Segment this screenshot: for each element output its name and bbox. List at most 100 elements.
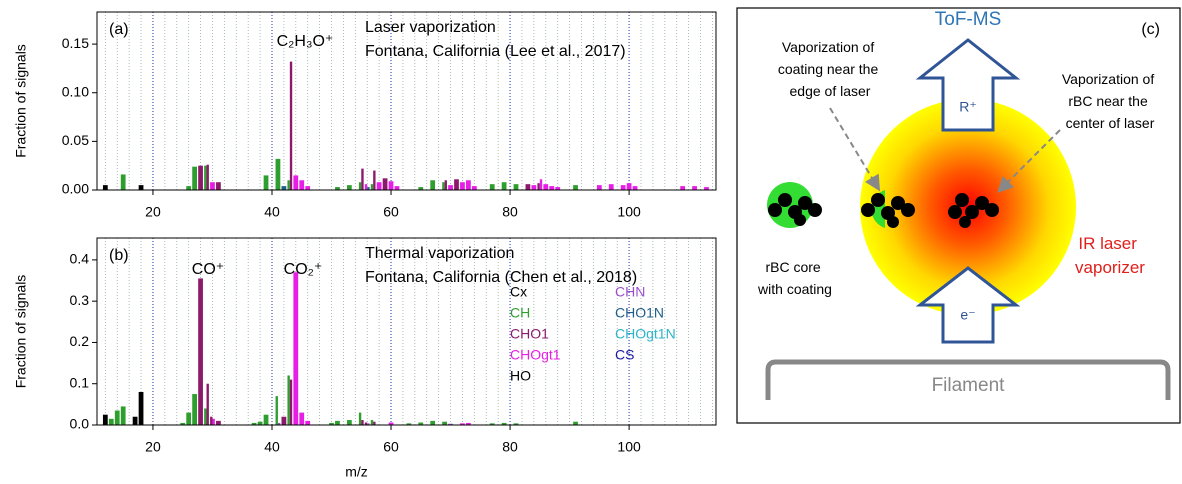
bar [204, 165, 207, 190]
x-tick-label: 40 [264, 439, 280, 455]
bar [335, 420, 340, 425]
chart-subtitle: Fontana, California (Lee et al., 2017) [365, 43, 626, 60]
bar [358, 412, 362, 425]
x-tick-label: 20 [145, 439, 161, 455]
annotation: C₂H₃O⁺ [277, 33, 334, 50]
y-tick-label: 0.05 [62, 132, 89, 148]
bar [367, 423, 370, 425]
bar [346, 420, 352, 425]
bar [364, 422, 368, 425]
panel-label: (a) [109, 21, 129, 38]
electron-label: e⁻ [960, 307, 975, 323]
bar [448, 423, 453, 425]
ion-label: R⁺ [959, 99, 977, 115]
legend-entry: HO [510, 368, 531, 384]
bar [555, 187, 561, 190]
bar [299, 180, 305, 190]
x-tick-label: 60 [383, 439, 399, 455]
y-axis-label: Fraction of signals [13, 44, 29, 158]
bar [138, 391, 144, 425]
bar [114, 410, 120, 425]
bar [460, 182, 465, 190]
bar [275, 158, 281, 190]
bar [680, 186, 686, 190]
bar [275, 396, 278, 425]
bar [198, 278, 203, 425]
bar [388, 422, 394, 425]
bar [489, 423, 495, 425]
bar [102, 185, 108, 190]
bar [442, 182, 445, 190]
y-tick-label: 0.4 [70, 251, 90, 267]
y-tick-label: 0.10 [62, 83, 89, 99]
panel-label: (b) [109, 247, 129, 264]
chart-subtitle: Fontana, California (Chen et al., 2018) [365, 269, 637, 286]
diagram-frame [736, 7, 1181, 424]
x-tick-label: 100 [617, 439, 641, 455]
x-tick-label: 20 [145, 204, 161, 220]
bar [293, 272, 299, 425]
bar [206, 383, 209, 425]
diagram: (c) ToF-MS R⁺ e⁻ Vaporization of coating… [736, 7, 1181, 424]
bar [192, 166, 197, 190]
bar [216, 420, 221, 425]
bar [210, 416, 213, 425]
electron-arrow [915, 266, 1021, 344]
y-tick-label: 0.15 [62, 35, 89, 51]
bar [289, 379, 293, 425]
bar [388, 181, 394, 190]
bar [373, 170, 376, 190]
legend-entry: CHOgt1 [510, 347, 561, 363]
bar [430, 180, 436, 190]
bar [513, 184, 519, 190]
x-tick-label: 80 [502, 204, 518, 220]
bar [460, 423, 465, 425]
detector-arrow [915, 38, 1021, 132]
charts: 20 40 60 80 100 0.00 0.05 0.10 0.15 Fraction of s… [13, 11, 717, 480]
y-tick-label: 0.2 [70, 333, 90, 349]
bar [120, 174, 126, 190]
bar [263, 414, 269, 425]
plot-frame [96, 237, 717, 426]
particle [948, 193, 999, 228]
bar [192, 394, 197, 425]
bar [335, 187, 340, 190]
bar [531, 185, 537, 190]
center-label: Vaporization of rBC near the center of l… [1062, 71, 1158, 131]
bar [466, 180, 471, 190]
bar [299, 412, 305, 425]
bar [257, 421, 263, 425]
bar [501, 182, 507, 190]
bar [132, 416, 138, 425]
bar [186, 186, 192, 190]
bar [305, 186, 311, 190]
bar [448, 185, 453, 190]
bar [281, 186, 287, 190]
bar [293, 175, 299, 190]
bar [251, 422, 257, 425]
x-tick-label: 40 [264, 204, 280, 220]
annotation: CO₂⁺ [284, 261, 323, 278]
y-tick-label: 0.3 [70, 292, 90, 308]
bar [620, 185, 626, 190]
bar [329, 422, 334, 425]
bar [364, 184, 368, 190]
bar [501, 422, 507, 425]
bar [549, 186, 555, 190]
panel-label: (c) [1141, 21, 1160, 38]
bar [210, 182, 215, 190]
annotation: CO⁺ [192, 261, 224, 278]
bar [289, 61, 293, 191]
bar [263, 175, 269, 190]
bar [373, 421, 376, 425]
bar [626, 183, 632, 190]
particle [861, 193, 915, 228]
bar [358, 182, 362, 190]
bar [382, 178, 388, 190]
legend-entry: CHN [615, 284, 645, 300]
plot-frame [96, 11, 717, 191]
bar [138, 185, 144, 190]
legend-entry: CS [615, 347, 634, 363]
bar [704, 187, 709, 190]
